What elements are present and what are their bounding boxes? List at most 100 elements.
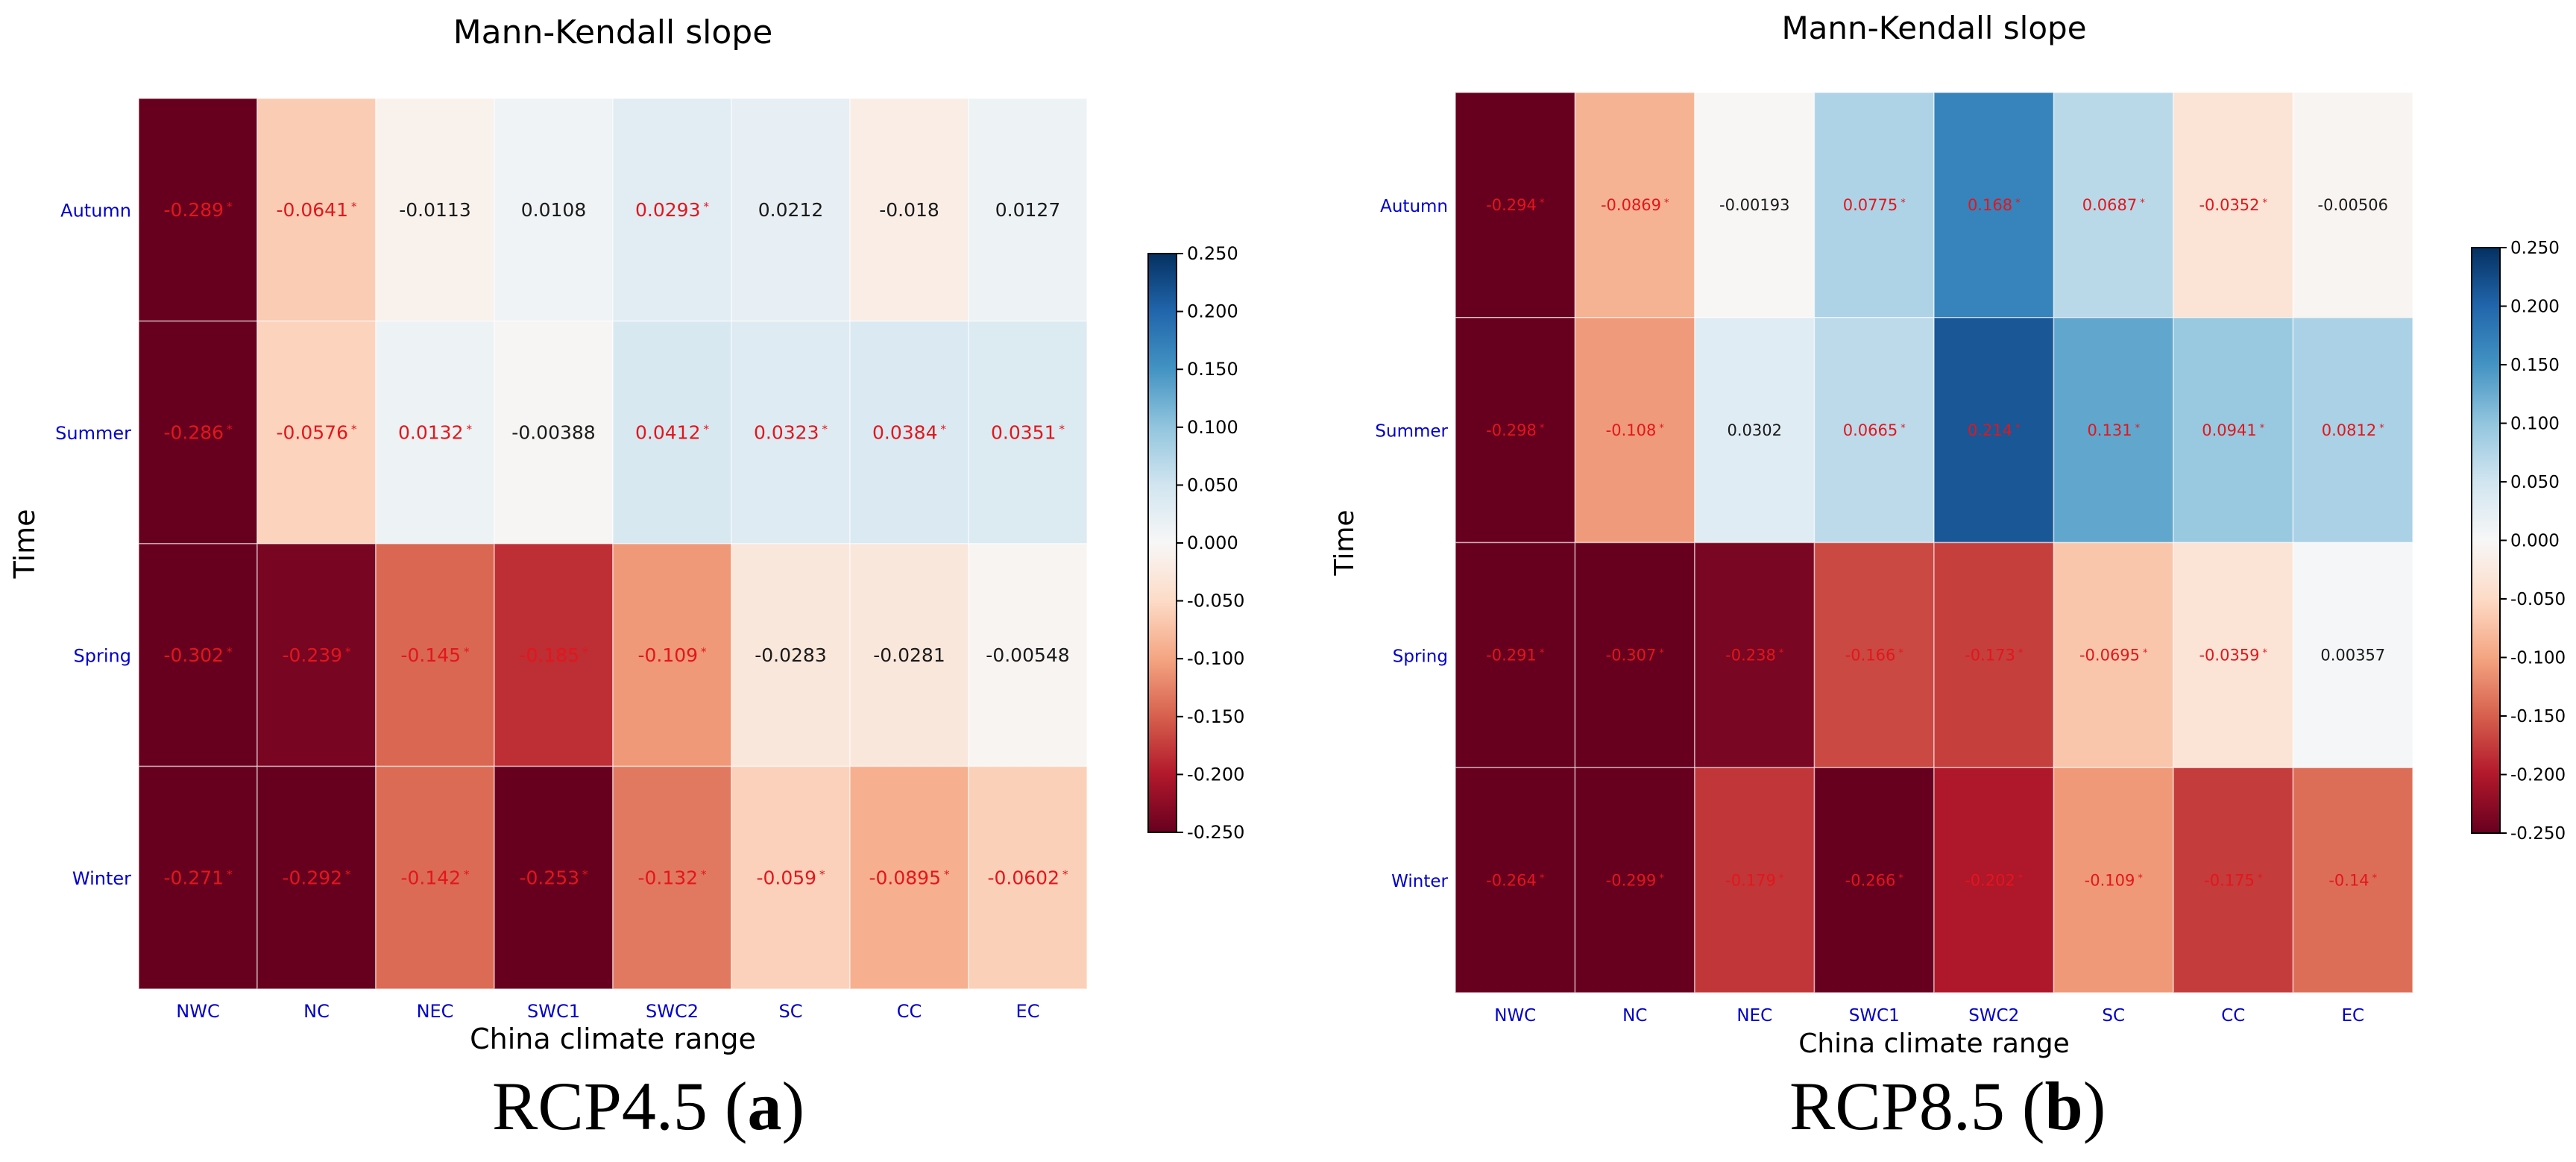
significance-marker: * — [2138, 873, 2143, 884]
cell-value-label: -0.298 * — [1486, 421, 1545, 439]
heatmap-cell — [494, 320, 614, 544]
significance-marker: * — [703, 423, 709, 436]
heatmap-cell — [1455, 317, 1576, 544]
significance-marker: * — [1779, 873, 1784, 884]
significance-marker: * — [1664, 198, 1669, 209]
significance-marker: * — [2258, 873, 2263, 884]
heatmap-cell — [138, 765, 258, 990]
cell-value-label: 0.0412 * — [635, 422, 709, 444]
cell-value-label: 0.168 * — [1968, 196, 2021, 214]
caption-text: RCP4.5 ( — [492, 1068, 748, 1144]
cell-value-label: 0.00357 — [2320, 647, 2385, 665]
cell-value-label: 0.0132 * — [398, 422, 472, 444]
significance-marker: * — [1062, 868, 1068, 882]
significance-marker: * — [2263, 198, 2268, 209]
colorbar-tick-label: -0.250 — [2510, 824, 2566, 844]
colorbar-tick-label: 0.200 — [2510, 298, 2560, 317]
colorbar-tick-label: 0.000 — [1187, 533, 1238, 553]
cell-value-label: -0.109 * — [2085, 871, 2144, 889]
significance-marker: * — [582, 645, 588, 659]
heatmap-cell — [1694, 767, 1816, 993]
heatmap-cell — [1813, 541, 1935, 768]
cell-value-label: -0.059 * — [756, 867, 825, 889]
cell-value-label: -0.0359 * — [2199, 647, 2267, 665]
cell-value-label: -0.0352 * — [2199, 196, 2267, 214]
x-tick-label: NWC — [1494, 1006, 1536, 1026]
significance-marker: * — [2018, 873, 2024, 884]
panel-caption-rcp45: RCP4.5 (a) — [492, 1067, 804, 1146]
cell-value-label: -0.299 * — [1606, 871, 1665, 889]
cell-value-label: 0.0127 — [995, 199, 1060, 221]
significance-marker: * — [464, 868, 470, 882]
significance-marker: * — [1540, 873, 1545, 884]
significance-marker: * — [701, 868, 707, 882]
cell-value-label: -0.202 * — [1965, 871, 2024, 889]
colorbar-tick-label: 0.250 — [2510, 239, 2560, 258]
colorbar — [2471, 247, 2501, 834]
heatmap-cell — [2292, 92, 2413, 318]
cell-value-label: -0.00506 — [2318, 196, 2388, 214]
cell-value-label: 0.0812 * — [2322, 421, 2384, 439]
heatmap-cell — [1694, 92, 1816, 318]
significance-marker: * — [1540, 198, 1545, 209]
cell-value-label: -0.00388 — [511, 422, 595, 444]
heatmap-cell — [138, 98, 258, 322]
heatmap-cell — [1813, 767, 1935, 993]
significance-marker: * — [822, 423, 828, 436]
significance-marker: * — [1900, 423, 1906, 434]
significance-marker: * — [464, 645, 470, 659]
significance-marker: * — [2135, 423, 2141, 434]
cell-value-label: 0.0687 * — [2082, 196, 2145, 214]
cell-value-label: -0.108 * — [1606, 421, 1665, 439]
cell-value-label: -0.185 * — [519, 644, 588, 666]
cell-value-label: -0.0283 — [755, 644, 827, 666]
heatmap-cell — [256, 320, 377, 544]
heatmap-cell — [375, 98, 495, 322]
y-axis-label: Time — [1329, 509, 1360, 576]
heatmap-cell — [1455, 92, 1576, 318]
cell-value-label: -0.292 * — [282, 867, 351, 889]
cell-value-label: -0.145 * — [400, 644, 470, 666]
colorbar-tick-label: -0.200 — [2510, 766, 2566, 785]
colorbar-tick-label: 0.200 — [1187, 301, 1238, 322]
heatmap-cell — [2173, 92, 2294, 318]
cell-value-label: 0.0351 * — [991, 422, 1065, 444]
x-tick-label: SC — [2102, 1006, 2125, 1026]
heatmap-cell — [1933, 92, 2055, 318]
significance-marker: * — [466, 423, 472, 436]
cell-value-label: -0.0895 * — [869, 867, 951, 889]
colorbar-tick-label: -0.050 — [2510, 590, 2566, 609]
x-axis-label: China climate range — [1798, 1028, 2070, 1059]
significance-marker: * — [345, 868, 351, 882]
significance-marker: * — [227, 200, 233, 213]
x-tick-label: CC — [897, 1001, 922, 1022]
x-tick-label: NC — [303, 1001, 330, 1022]
heatmap-cell — [494, 543, 614, 767]
cell-value-label: -0.00548 — [986, 644, 1069, 666]
heatmap-cell — [1574, 767, 1695, 993]
cell-value-label: -0.0641 * — [277, 199, 358, 221]
significance-marker: * — [227, 645, 233, 659]
significance-marker: * — [2015, 423, 2021, 434]
heatmap-cell — [256, 543, 377, 767]
heatmap-cell — [2173, 317, 2294, 544]
cell-value-label: 0.0108 — [521, 199, 586, 221]
colorbar-tick-label: 0.150 — [2510, 356, 2560, 375]
significance-marker: * — [819, 868, 825, 882]
colorbar-tick-label: 0.000 — [2510, 532, 2560, 551]
heatmap-cell — [612, 320, 732, 544]
heatmap-panel-rcp85: Mann-Kendall slope -0.294 * -0.0869 * -0.0019… — [1329, 10, 2566, 1059]
cell-value-label: -0.289 * — [163, 199, 233, 221]
heatmap-cell — [968, 543, 1088, 767]
significance-marker: * — [1659, 423, 1664, 434]
significance-marker: * — [351, 423, 357, 436]
significance-marker: * — [1659, 873, 1664, 884]
x-tick-label: EC — [2341, 1006, 2364, 1026]
heatmap-cell — [1933, 767, 2055, 993]
colorbar-tick-label: -0.250 — [1187, 822, 1244, 843]
cell-value-label: 0.0302 — [1728, 421, 1782, 439]
y-tick-label: Autumn — [1380, 197, 1448, 216]
significance-marker: * — [701, 645, 707, 659]
cell-value-label: -0.166 * — [1845, 647, 1904, 665]
colorbar-tick-label: 0.100 — [2510, 415, 2560, 434]
